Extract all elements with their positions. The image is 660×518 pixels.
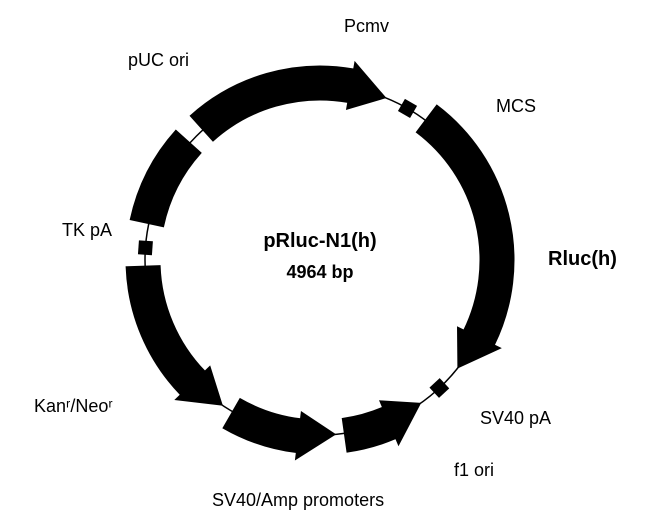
plasmid-size: 4964 bp [0, 262, 640, 283]
feature-label-sv40pa: SV40 pA [480, 408, 551, 429]
feature-label-kanneo: Kanʳ/Neoʳ [34, 396, 113, 417]
feature-label-f1ori: f1 ori [454, 460, 494, 481]
feature-label-rluc: Rluc(h) [548, 248, 617, 271]
feature-label-pucori: pUC ori [128, 50, 189, 71]
feature-label-pcmv: Pcmv [344, 16, 389, 37]
feature-label-sv40amp: SV40/Amp promoters [212, 490, 384, 511]
plasmid-map: pRluc-N1(h) 4964 bp PcmvMCSRluc(h)SV40 p… [0, 0, 660, 518]
feature-label-mcs: MCS [496, 96, 536, 117]
feature-label-tkpa: TK pA [62, 220, 112, 241]
